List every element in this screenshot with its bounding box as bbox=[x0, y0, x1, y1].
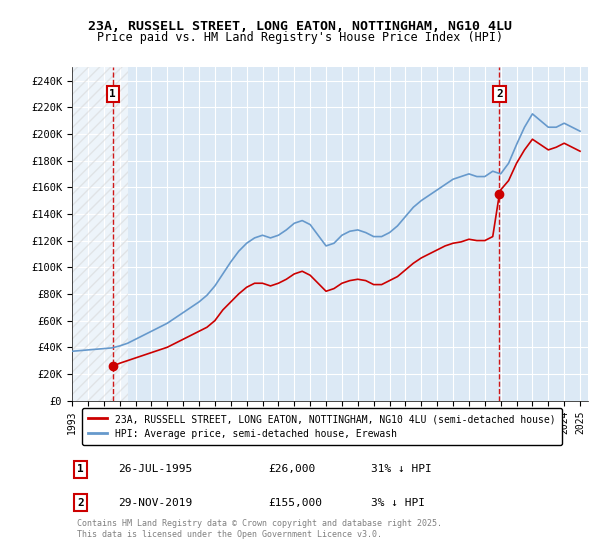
Text: 26-JUL-1995: 26-JUL-1995 bbox=[118, 464, 193, 474]
Text: £155,000: £155,000 bbox=[268, 498, 322, 508]
Text: 31% ↓ HPI: 31% ↓ HPI bbox=[371, 464, 432, 474]
Text: Price paid vs. HM Land Registry's House Price Index (HPI): Price paid vs. HM Land Registry's House … bbox=[97, 31, 503, 44]
Text: 3% ↓ HPI: 3% ↓ HPI bbox=[371, 498, 425, 508]
Text: 23A, RUSSELL STREET, LONG EATON, NOTTINGHAM, NG10 4LU: 23A, RUSSELL STREET, LONG EATON, NOTTING… bbox=[88, 20, 512, 32]
Text: 29-NOV-2019: 29-NOV-2019 bbox=[118, 498, 193, 508]
Text: 2: 2 bbox=[496, 89, 503, 99]
Text: 1: 1 bbox=[77, 464, 84, 474]
Text: 2: 2 bbox=[77, 498, 84, 508]
Legend: 23A, RUSSELL STREET, LONG EATON, NOTTINGHAM, NG10 4LU (semi-detached house), HPI: 23A, RUSSELL STREET, LONG EATON, NOTTING… bbox=[82, 408, 562, 445]
Text: 1: 1 bbox=[109, 89, 116, 99]
Bar bbox=[72, 67, 128, 400]
Text: £26,000: £26,000 bbox=[268, 464, 316, 474]
Text: Contains HM Land Registry data © Crown copyright and database right 2025.
This d: Contains HM Land Registry data © Crown c… bbox=[77, 519, 442, 539]
